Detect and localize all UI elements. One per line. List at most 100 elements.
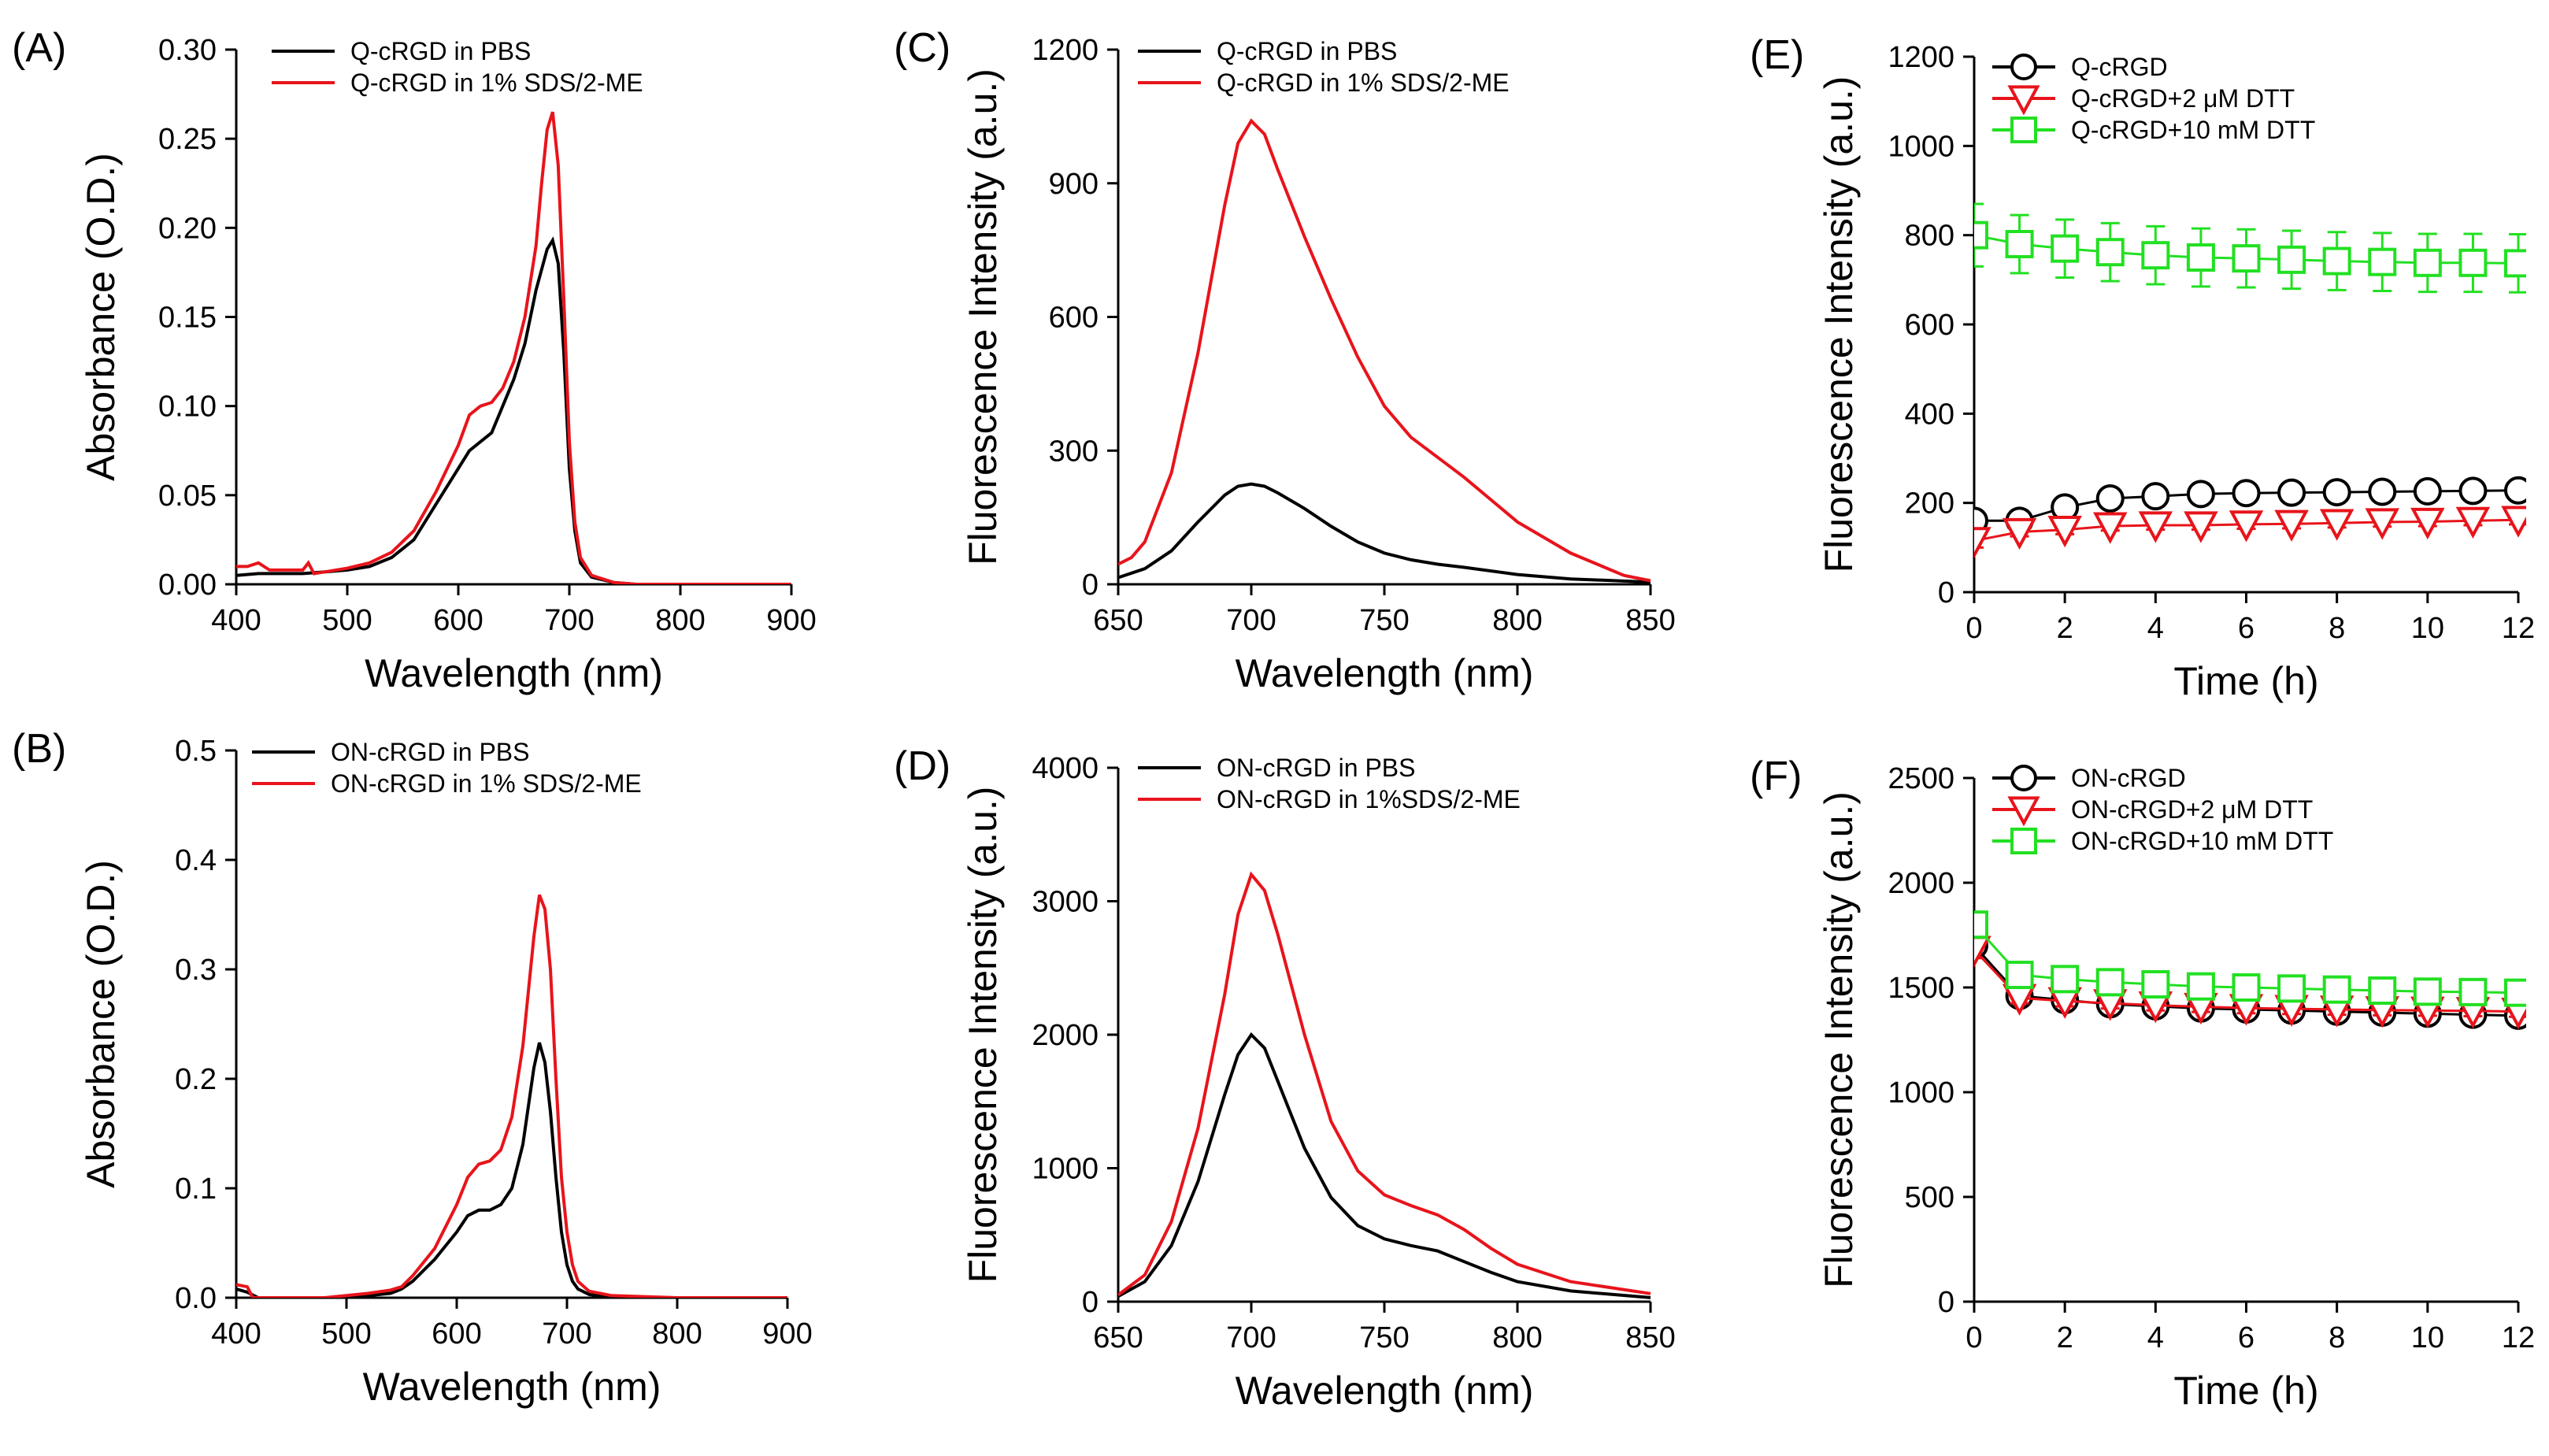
x-tick-label: 6 <box>2238 612 2254 645</box>
y-tick-label: 1000 <box>1032 1153 1099 1186</box>
y-axis-title: Fluorescence Intensity (a.u.) <box>1817 791 1861 1288</box>
data-point <box>2322 478 2351 507</box>
x-tick-label: 800 <box>652 1317 702 1350</box>
x-tick-label: 800 <box>655 604 705 637</box>
x-tick-label: 0 <box>1965 1321 1982 1354</box>
legend: Q-cRGD Q-cRGD+2 μM DTT Q-cRGD+10 mM DTT <box>1992 53 2315 144</box>
x-tick-label: 500 <box>322 604 372 637</box>
x-tick-label: 400 <box>211 604 261 637</box>
series-line-1 <box>236 236 791 584</box>
legend-marker <box>2010 54 2037 80</box>
legend-marker <box>2007 796 2040 827</box>
series-line-2 <box>236 111 791 584</box>
y-axis-title: Absorbance (O.D.) <box>79 153 123 481</box>
y-axis-title: Absorbance (O.D.) <box>79 860 123 1188</box>
data-point <box>2319 509 2354 541</box>
legend: Q-cRGD in PBS Q-cRGD in 1% SDS/2-ME <box>1138 37 1510 97</box>
y-tick-label: 900 <box>1049 168 1099 201</box>
axes-frame <box>235 750 787 1299</box>
legend-marker <box>2007 85 2040 116</box>
y-tick-label: 0.00 <box>158 569 217 602</box>
x-tick-label: 700 <box>1226 604 1276 637</box>
data-point <box>2095 238 2125 267</box>
y-tick-label: 0.10 <box>158 391 217 424</box>
y-tick-label: 600 <box>1049 302 1099 335</box>
error-bar <box>1974 202 1984 268</box>
panel-c: (C) 650 700 750 800 850 0 300 600 900 1200 Waveleng… <box>894 25 1676 695</box>
y-tick-label: 0.0 <box>175 1282 217 1315</box>
data-point <box>2141 970 2170 999</box>
data-point <box>2277 245 2306 274</box>
x-tick-label: 700 <box>542 1317 591 1350</box>
y-tick-label: 0.25 <box>158 123 217 156</box>
y-axis-title: Fluorescence Intensity (a.u.) <box>1817 76 1861 573</box>
legend-label: Q-cRGD in 1% SDS/2-ME <box>1217 69 1510 97</box>
data-point <box>1974 527 1991 559</box>
series-line-1 <box>236 1042 787 1298</box>
legend: ON-cRGD ON-cRGD+2 μM DTT ON-cRGD+10 mM DTT <box>1992 764 2333 855</box>
data-point <box>2504 249 2526 278</box>
series-line-2 <box>1118 118 1651 583</box>
data-point <box>2186 480 2215 509</box>
data-point <box>2413 476 2442 506</box>
x-tick-label: 800 <box>1492 604 1542 637</box>
y-tick-label: 1200 <box>1032 34 1099 67</box>
data-point <box>2413 977 2442 1006</box>
legend-marker <box>2010 828 2037 854</box>
data-point <box>2504 476 2526 505</box>
data-point <box>2368 477 2397 506</box>
data-point <box>1974 935 1991 968</box>
x-tick-label: 10 <box>2411 612 2444 645</box>
plot-area <box>236 894 787 1298</box>
x-tick-label: 650 <box>1093 1321 1143 1354</box>
panel-d: (D) 650 700 750 800 850 0 1000 2000 3000 4000 Wavel… <box>894 743 1676 1413</box>
x-tick-label: 12 <box>2502 1321 2535 1354</box>
data-point <box>2051 234 2080 263</box>
y-tick-label: 0.5 <box>175 735 217 768</box>
data-point <box>2458 476 2488 506</box>
series-line-2 <box>236 894 787 1298</box>
y-tick-label: 0.2 <box>175 1063 217 1096</box>
x-axis-title: Time (h) <box>2173 659 2318 703</box>
x-tick-label: 850 <box>1625 1321 1675 1354</box>
y-tick-label: 4000 <box>1032 752 1099 785</box>
plot-area <box>1118 871 1651 1299</box>
data-point <box>2277 478 2306 507</box>
y-tick-label: 0 <box>1082 1286 1099 1319</box>
data-point <box>1974 220 1988 250</box>
data-point <box>2501 506 2526 538</box>
y-tick-label: 0.15 <box>158 302 217 335</box>
legend-marker <box>2010 117 2037 143</box>
data-point <box>2095 484 2125 513</box>
legend: ON-cRGD in PBS ON-cRGD in 1% SDS/2-ME <box>252 738 642 798</box>
x-tick-label: 12 <box>2502 612 2535 645</box>
y-tick-label: 0 <box>1082 569 1099 602</box>
data-point <box>2141 241 2170 270</box>
y-tick-label: 1000 <box>1888 130 1954 163</box>
data-point <box>2322 246 2351 276</box>
data-point <box>2232 244 2261 273</box>
x-tick-label: 900 <box>762 1317 812 1350</box>
y-tick-label: 0 <box>1938 1286 1954 1319</box>
legend-label: Q-cRGD in PBS <box>1217 37 1397 65</box>
plot-area <box>1974 202 2526 559</box>
x-tick-label: 10 <box>2411 1321 2444 1354</box>
data-point <box>2186 243 2215 272</box>
data-point <box>2002 517 2037 550</box>
y-tick-label: 0.20 <box>158 212 217 245</box>
data-point <box>2184 511 2218 543</box>
legend-label: ON-cRGD in PBS <box>331 738 529 766</box>
x-tick-label: 400 <box>211 1317 261 1350</box>
legend-label: ON-cRGD+10 mM DTT <box>2071 827 2333 855</box>
x-axis-title: Wavelength (nm) <box>1236 1369 1534 1413</box>
legend-label: ON-cRGD <box>2071 764 2186 792</box>
data-point <box>2138 511 2173 543</box>
series-line-1 <box>1118 1032 1651 1299</box>
data-point <box>2368 247 2397 276</box>
panel-label: (F) <box>1750 754 1802 799</box>
series-line-2 <box>1118 871 1651 1297</box>
data-point <box>2274 509 2309 542</box>
x-tick-label: 750 <box>1359 604 1409 637</box>
legend-label: ON-cRGD+2 μM DTT <box>2071 795 2313 824</box>
